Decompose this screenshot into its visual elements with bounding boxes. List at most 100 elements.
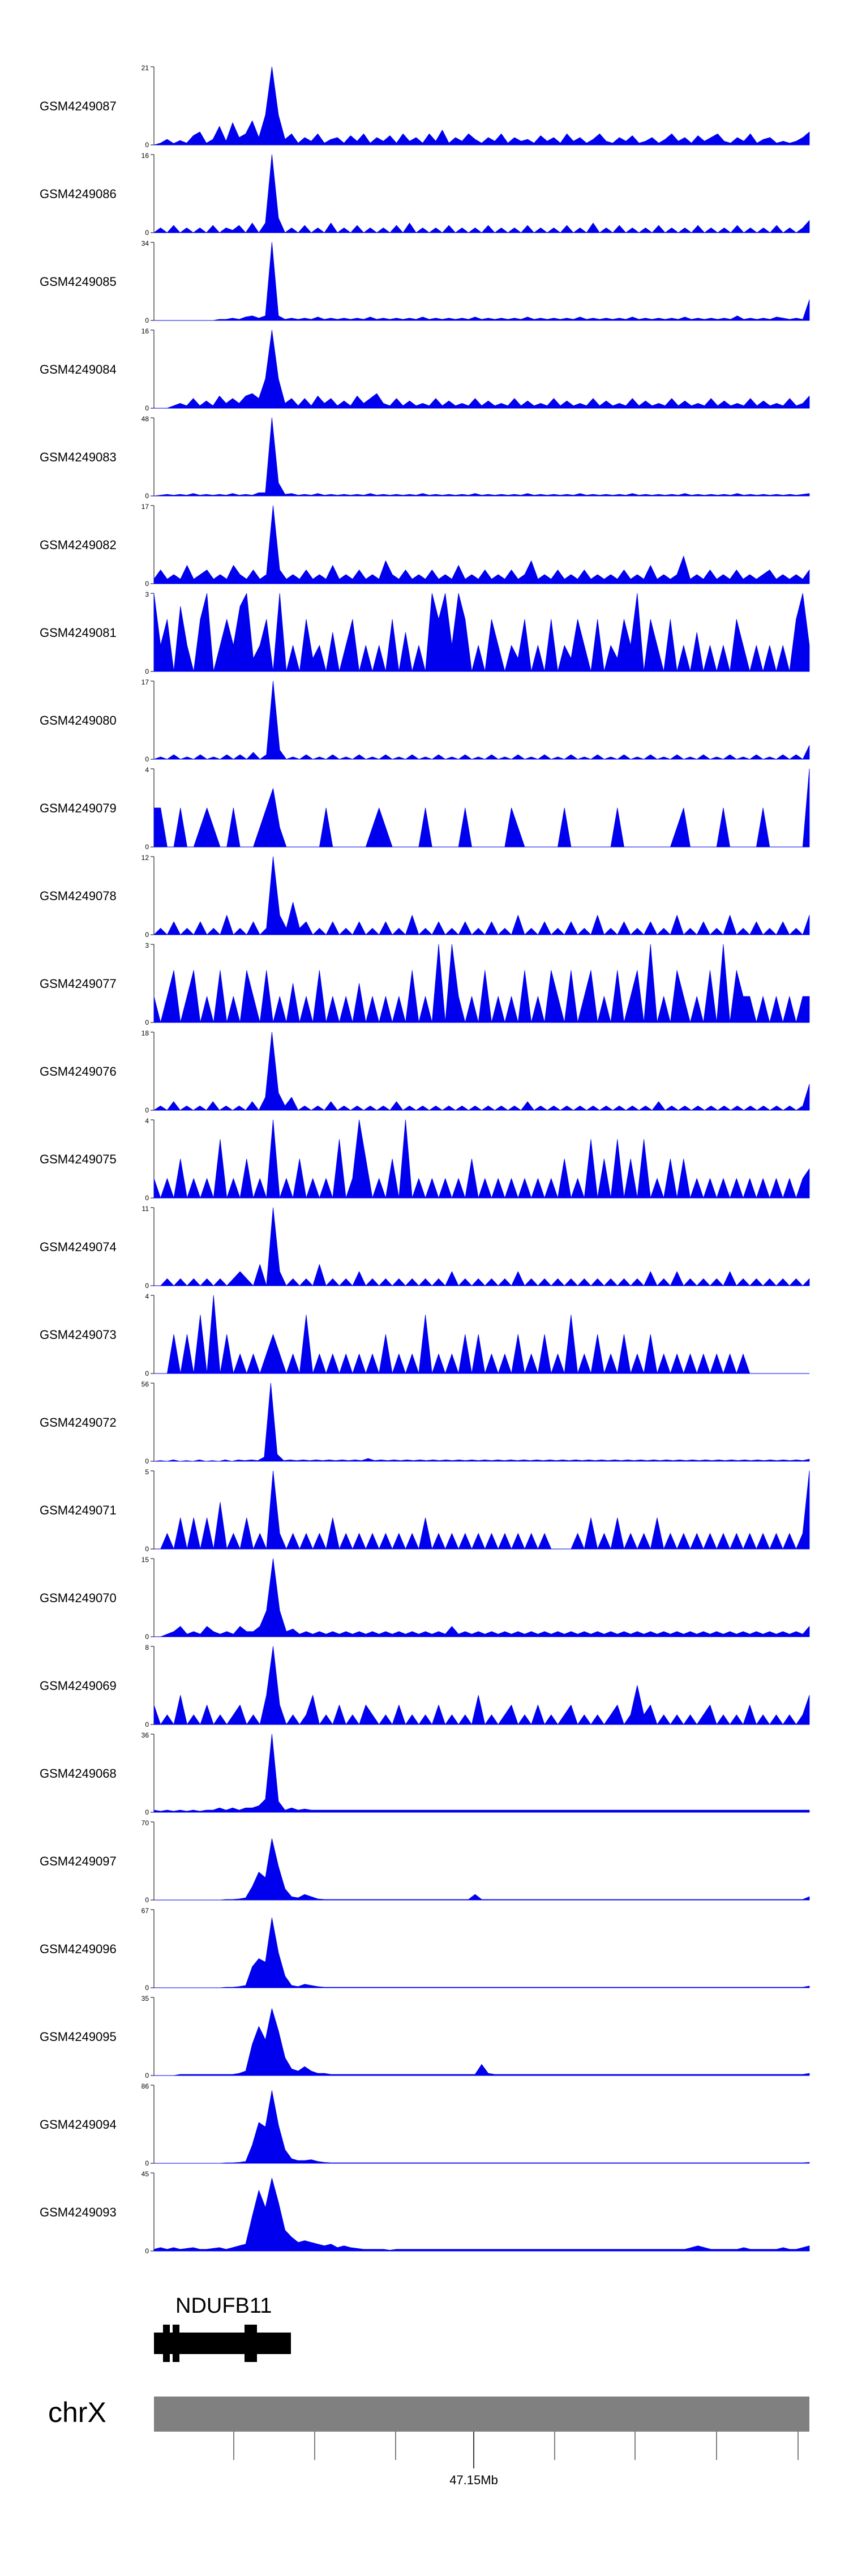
track-sample-label: GSM4249081 [40, 626, 117, 640]
track-sample-label: GSM4249074 [40, 1240, 117, 1254]
gene-exon-1 [163, 2325, 170, 2362]
track-ymax-label: 67 [142, 1907, 149, 1915]
track-sample-label: GSM4249076 [40, 1064, 117, 1079]
track-ymax-label: 48 [142, 415, 149, 423]
track-sample-label: GSM4249082 [40, 538, 117, 552]
track-ymax-label: 17 [142, 678, 149, 686]
track-signal-area [153, 1646, 810, 1725]
track-signal-area [153, 505, 810, 584]
track-ymin-label: 0 [145, 1194, 149, 1202]
track-ymin-label: 0 [145, 2072, 149, 2079]
track: GSM4249096 67 0 [40, 1907, 810, 1992]
track: GSM4249084 16 0 [40, 327, 810, 412]
track: GSM4249093 45 0 [40, 2170, 810, 2255]
track-ymin-label: 0 [145, 931, 149, 939]
track-sample-label: GSM4249083 [40, 450, 117, 464]
track: GSM4249074 11 0 [40, 1205, 810, 1290]
track-ymax-label: 17 [142, 503, 149, 511]
track-ymin-label: 0 [145, 1457, 149, 1465]
gene-exon-3 [245, 2325, 257, 2362]
track-sample-label: GSM4249086 [40, 187, 117, 201]
track: GSM4249097 70 0 [40, 1819, 810, 1904]
track-ymax-label: 21 [142, 64, 149, 72]
track-ymin-label: 0 [145, 755, 149, 763]
track-sample-label: GSM4249075 [40, 1152, 117, 1166]
track: GSM4249070 15 0 [40, 1556, 810, 1641]
track-ymin-label: 0 [145, 1721, 149, 1728]
track-ymax-label: 45 [142, 2170, 149, 2178]
track: GSM4249073 4 0 [40, 1293, 810, 1377]
track-ymax-label: 36 [142, 1731, 149, 1739]
track-signal-area [153, 768, 810, 848]
track-ymax-label: 18 [142, 1029, 149, 1037]
track-ymin-label: 0 [145, 2159, 149, 2167]
track: GSM4249069 8 0 [40, 1644, 810, 1728]
track-ymin-label: 0 [145, 229, 149, 237]
track-ymax-label: 3 [145, 590, 149, 598]
track-signal-area [153, 1032, 810, 1111]
track-signal-area [153, 1558, 810, 1637]
track-signal-area [153, 1295, 810, 1374]
track-ymax-label: 70 [142, 1819, 149, 1827]
track-sample-label: GSM4249085 [40, 275, 117, 289]
track-signal-area [153, 2090, 810, 2164]
track-ymin-label: 0 [145, 843, 149, 851]
track-ymin-label: 0 [145, 141, 149, 149]
track-ymin-label: 0 [145, 1106, 149, 1114]
track-ymin-label: 0 [145, 1808, 149, 1816]
track-ymax-label: 3 [145, 942, 149, 949]
track-sample-label: GSM4249073 [40, 1328, 117, 1342]
track: GSM4249076 18 0 [40, 1029, 810, 1114]
track-ymax-label: 34 [142, 239, 149, 247]
track-ymin-label: 0 [145, 1545, 149, 1553]
track: GSM4249068 36 0 [40, 1731, 810, 1816]
track: GSM4249085 34 0 [40, 239, 810, 324]
track-ymax-label: 8 [145, 1644, 149, 1651]
track-ymax-label: 35 [142, 1995, 149, 2002]
track-ymin-label: 0 [145, 316, 149, 324]
chromosome-bar [154, 2397, 809, 2432]
track-sample-label: GSM4249068 [40, 1766, 117, 1781]
track-ymin-label: 0 [145, 1282, 149, 1290]
track-sample-label: GSM4249097 [40, 1854, 117, 1868]
track-ymin-label: 0 [145, 1633, 149, 1641]
track-ymax-label: 56 [142, 1380, 149, 1388]
track: GSM4249087 21 0 [40, 64, 810, 149]
track-signal-area [153, 681, 810, 760]
track-ymax-label: 4 [145, 1117, 149, 1125]
track: GSM4249071 5 0 [40, 1468, 810, 1553]
track-sample-label: GSM4249071 [40, 1503, 117, 1517]
track-signal-area [153, 1918, 810, 1988]
track-ymin-label: 0 [145, 404, 149, 412]
track-ymax-label: 15 [142, 1556, 149, 1564]
gene-exon-2 [173, 2325, 179, 2362]
track-signal-area [153, 1470, 810, 1550]
track-ymin-label: 0 [145, 667, 149, 675]
track-ymin-label: 0 [145, 1019, 149, 1026]
track-signal-area [153, 154, 810, 233]
track-ymax-label: 4 [145, 766, 149, 774]
track-ymin-label: 0 [145, 1984, 149, 1992]
track-ymin-label: 0 [145, 1896, 149, 1904]
track-sample-label: GSM4249079 [40, 801, 117, 815]
track-sample-label: GSM4249069 [40, 1679, 117, 1693]
track-ymin-label: 0 [145, 1370, 149, 1377]
track-sample-label: GSM4249084 [40, 362, 117, 376]
track-sample-label: GSM4249080 [40, 713, 117, 728]
track-signal-area [153, 417, 810, 497]
track-ymax-label: 86 [142, 2082, 149, 2090]
track: GSM4249080 17 0 [40, 678, 810, 763]
chromosome-ticks [233, 2432, 799, 2468]
track-signal-area [153, 1838, 810, 1901]
track-signal-area [153, 2177, 810, 2252]
track-signal-area [153, 1119, 810, 1199]
track-sample-label: GSM4249078 [40, 889, 117, 903]
track: GSM4249094 86 0 [40, 2082, 810, 2167]
track: GSM4249075 4 0 [40, 1117, 810, 1202]
track-signal-area [153, 1734, 810, 1813]
track-signal-area [153, 856, 810, 935]
track-signal-area [153, 1207, 810, 1286]
track: GSM4249082 17 0 [40, 503, 810, 588]
track-sample-label: GSM4249096 [40, 1942, 117, 1956]
